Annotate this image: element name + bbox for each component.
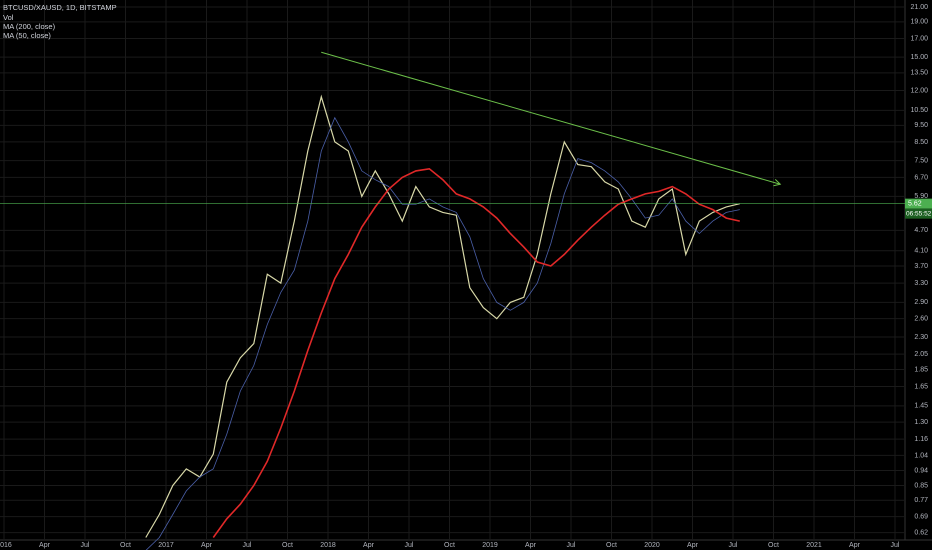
- y-tick-label: 9.50: [914, 122, 928, 129]
- x-tick-label: Apr: [687, 542, 699, 549]
- chart-title: BTCUSD/XAUSD, 1D, BITSTAMP: [3, 3, 117, 12]
- price-axis: [905, 0, 932, 550]
- price-label: 5.62: [908, 200, 922, 207]
- y-tick-label: 3.30: [914, 280, 928, 287]
- y-tick-label: 15.00: [910, 54, 928, 61]
- x-tick-label: Oct: [282, 542, 293, 549]
- y-tick-label: 1.30: [914, 419, 928, 426]
- x-tick-label: 2017: [158, 542, 174, 549]
- y-tick-label: 12.00: [910, 87, 928, 94]
- y-tick-label: 10.50: [910, 107, 928, 114]
- y-tick-label: 1.04: [914, 452, 928, 459]
- y-tick-label: 2.30: [914, 334, 928, 341]
- y-tick-label: 0.85: [914, 482, 928, 489]
- x-tick-label: Apr: [849, 542, 861, 549]
- x-tick-label: Apr: [363, 542, 375, 549]
- legend-item: Vol: [3, 13, 14, 22]
- trend-line: [321, 51, 781, 185]
- y-tick-label: 0.62: [914, 529, 928, 536]
- x-tick-label: Jul: [729, 542, 738, 549]
- x-tick-label: Jul: [81, 542, 90, 549]
- y-tick-label: 0.69: [914, 513, 928, 520]
- y-tick-label: 4.10: [914, 248, 928, 255]
- y-tick-label: 5.90: [914, 193, 928, 200]
- y-tick-label: 0.77: [914, 497, 928, 504]
- x-tick-label: 2020: [644, 542, 660, 549]
- countdown-label: 06:55:52: [906, 210, 932, 217]
- x-tick-label: Oct: [606, 542, 617, 549]
- y-tick-label: 1.45: [914, 403, 928, 410]
- y-tick-label: 13.50: [910, 70, 928, 77]
- y-tick-label: 1.85: [914, 366, 928, 373]
- y-tick-label: 17.00: [910, 35, 928, 42]
- y-tick-label: 8.50: [914, 139, 928, 146]
- y-tick-label: 2.60: [914, 316, 928, 323]
- y-tick-label: 2.90: [914, 299, 928, 306]
- x-tick-label: Jul: [567, 542, 576, 549]
- series-line: [145, 116, 740, 550]
- series-line: [212, 167, 740, 538]
- series-line: [145, 94, 740, 538]
- y-tick-label: 7.50: [914, 157, 928, 164]
- trend-arrow: [773, 178, 782, 187]
- y-tick-label: 2.05: [914, 351, 928, 358]
- x-tick-label: Jul: [243, 542, 252, 549]
- price-badge: [905, 198, 932, 209]
- legend-item: MA (200, close): [3, 22, 56, 31]
- x-tick-label: Jul: [405, 542, 414, 549]
- y-tick-label: 21.00: [910, 4, 928, 11]
- x-tick-label: Oct: [444, 542, 455, 549]
- y-tick-label: 0.94: [914, 467, 928, 474]
- x-tick-label: Apr: [39, 542, 51, 549]
- y-tick-label: 4.70: [914, 227, 928, 234]
- x-tick-label: Oct: [120, 542, 131, 549]
- y-tick-label: 19.00: [910, 19, 928, 26]
- x-tick-label: Apr: [525, 542, 537, 549]
- legend-item: MA (50, close): [3, 31, 51, 40]
- y-tick-label: 3.70: [914, 263, 928, 270]
- x-tick-label: Jul: [891, 542, 900, 549]
- y-tick-label: 1.65: [914, 383, 928, 390]
- x-tick-label: Apr: [201, 542, 213, 549]
- countdown-badge: [905, 208, 932, 219]
- y-tick-label: 1.16: [914, 436, 928, 443]
- y-tick-label: 6.70: [914, 174, 928, 181]
- x-tick-label: 2019: [482, 542, 498, 549]
- x-tick-label: 2021: [806, 542, 822, 549]
- x-tick-label: 2018: [320, 542, 336, 549]
- x-tick-label: Oct: [768, 542, 779, 549]
